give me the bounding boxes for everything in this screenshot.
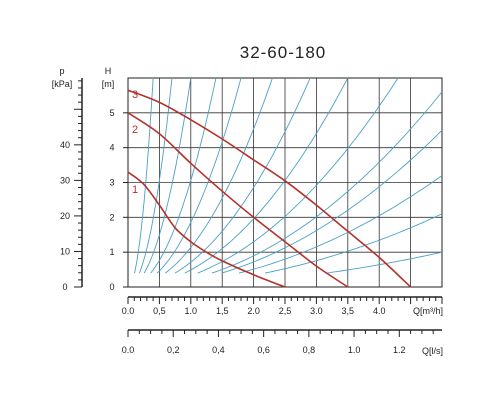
q-m3h-tick-label: 2.0 [247, 306, 260, 316]
q-m3h-tick-label: 1,5 [216, 306, 229, 316]
q-m3h-tick-label: 3,5 [342, 306, 355, 316]
q-m3h-tick-label: 2,5 [279, 306, 292, 316]
h-axis-unit: [m] [102, 79, 115, 89]
system-curve-8 [184, 77, 349, 274]
system-curve-4 [150, 77, 217, 274]
chart-title: 32-60-180 [240, 43, 327, 62]
system-curve-9 [197, 77, 399, 274]
h-tick-label: 5 [109, 108, 114, 118]
q-m3h-tick-label: 3.0 [310, 306, 323, 316]
p-tick-label: 20 [60, 211, 70, 221]
pump-curve-2 [127, 112, 349, 288]
pump-curves: 1 2 3 [127, 89, 412, 288]
p-axis-label: p [59, 66, 64, 76]
h-axis-ticks: 0 1 2 3 4 5 [109, 108, 128, 292]
h-axis-label: H [105, 66, 112, 76]
q-ls-tick-label: 0,4 [212, 345, 225, 355]
q-m3h-tick-label: 0,5 [153, 306, 166, 316]
system-curve-13 [264, 213, 443, 274]
p-tick-label: 0 [62, 282, 67, 292]
system-curve-3 [143, 77, 192, 274]
system-curve-10 [211, 91, 443, 274]
p-tick-label: 30 [60, 175, 70, 185]
pump-curve-3 [127, 89, 412, 288]
pump-curve-label-1: 1 [132, 184, 138, 196]
q-ls-tick-label: 0,2 [167, 345, 180, 355]
q-ls-tick-label: 1.2 [393, 345, 406, 355]
system-curve-5 [156, 77, 242, 274]
q-m3h-tick-label: 1.0 [185, 306, 198, 316]
p-axis: 0 10 20 30 40 [60, 78, 83, 292]
q-ls-axis: 0.0 0,2 0,4 0,6 0,8 1.0 1.2 [122, 329, 442, 355]
p-tick-label: 10 [60, 246, 70, 256]
pump-curve-label-2: 2 [132, 124, 138, 136]
h-tick-label: 4 [109, 143, 114, 153]
q-ls-tick-label: 0,6 [257, 345, 270, 355]
q-ls-tick-label: 0.0 [122, 345, 135, 355]
system-curve-7 [174, 77, 311, 274]
q-ls-label: Q[l/s] [422, 346, 443, 356]
system-curve-14 [326, 251, 443, 274]
q-m3h-axis: 0.0 0,5 1.0 1,5 2.0 2,5 3.0 3,5 4.0 [122, 296, 443, 316]
system-curve-1 [134, 77, 154, 274]
grid [127, 77, 443, 288]
system-curve-2 [138, 77, 173, 274]
pump-curve-1 [127, 171, 286, 288]
q-m3h-label: Q[m³/h] [413, 306, 443, 316]
system-curves [134, 77, 443, 274]
q-ls-tick-label: 0,8 [303, 345, 316, 355]
system-curve-6 [165, 77, 273, 274]
pump-curve-label-3: 3 [132, 89, 138, 101]
p-axis-unit: [kPa] [52, 79, 73, 89]
p-tick-label: 40 [60, 140, 70, 150]
h-tick-label: 2 [109, 212, 114, 222]
q-ls-tick-label: 1.0 [348, 345, 361, 355]
q-m3h-tick-label: 4.0 [373, 306, 386, 316]
system-curve-11 [221, 129, 443, 274]
h-tick-label: 3 [109, 178, 114, 188]
h-tick-label: 1 [109, 247, 114, 257]
h-tick-label: 0 [109, 282, 114, 292]
q-m3h-tick-label: 0.0 [122, 306, 135, 316]
system-curve-12 [238, 175, 443, 274]
